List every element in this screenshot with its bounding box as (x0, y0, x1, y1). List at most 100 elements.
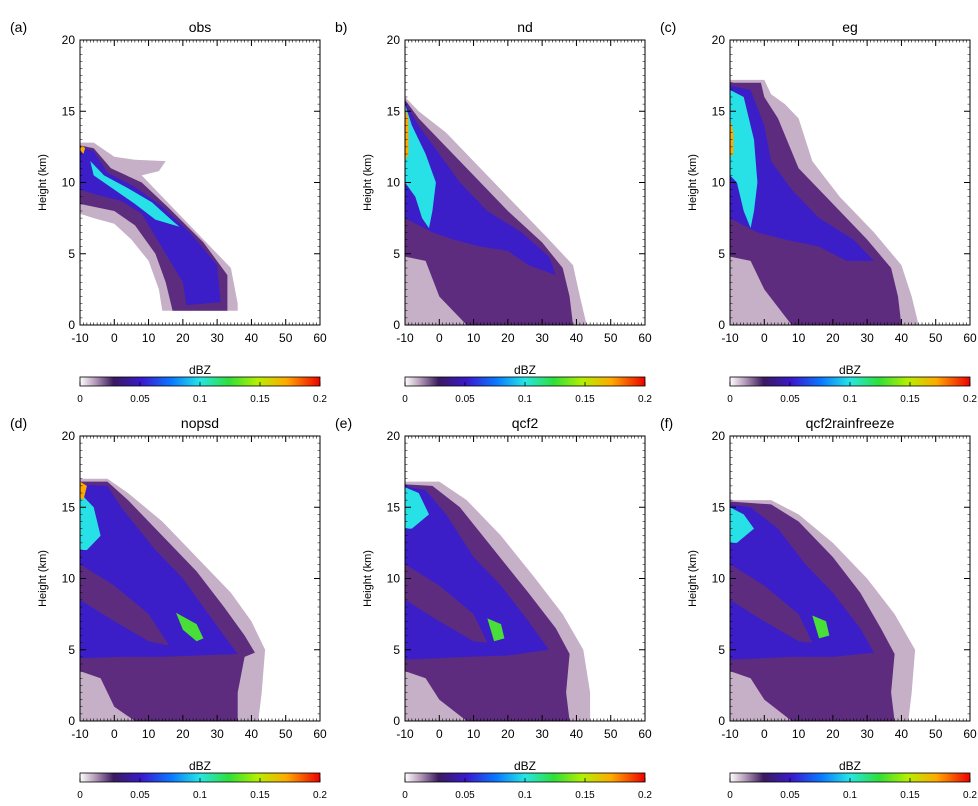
x-tick-label: 10 (142, 727, 156, 741)
colorbar-tick-label: 0.1 (843, 790, 857, 801)
x-tick-label: 60 (963, 727, 977, 741)
y-tick-label: 15 (712, 500, 726, 514)
contour-level-5 (176, 612, 204, 642)
x-tick-label: -10 (71, 331, 89, 345)
panel-label: (c) (660, 19, 676, 35)
colorbar-tick-label: 0.1 (193, 394, 207, 405)
x-tick-label: 30 (535, 331, 549, 345)
colorbar-tick-label: 0 (77, 394, 83, 405)
x-tick-label: -10 (721, 331, 739, 345)
x-tick-label: 0 (111, 331, 118, 345)
colorbar-tick-label: 0.05 (780, 790, 800, 801)
colorbar-tick-label: 0.15 (575, 790, 595, 801)
panel-title: qcf2 (512, 415, 539, 431)
y-tick-label: 10 (712, 176, 726, 190)
x-tick-label: 50 (604, 727, 618, 741)
x-tick-label: -10 (396, 331, 414, 345)
y-tick-label: 0 (393, 318, 400, 332)
contour-layer (80, 142, 238, 311)
x-tick-label: 30 (210, 331, 224, 345)
x-tick-label: 30 (860, 331, 874, 345)
y-tick-label: 15 (712, 104, 726, 118)
y-tick-label: 15 (62, 104, 76, 118)
contour-level-4 (730, 507, 754, 543)
y-axis-label: Height (km) (687, 550, 699, 607)
contour-level-6 (80, 481, 87, 501)
y-axis-label: Height (km) (37, 550, 49, 607)
x-tick-label: 60 (313, 727, 327, 741)
contour-level-5 (487, 618, 505, 642)
y-tick-label: 10 (387, 572, 401, 586)
x-tick-label: 30 (860, 727, 874, 741)
contour-level-5 (812, 615, 830, 639)
colorbar-tick-label: 0 (727, 394, 733, 405)
y-tick-label: 20 (712, 429, 726, 443)
colorbar-tick-label: 0.05 (130, 394, 150, 405)
x-tick-label: 40 (570, 331, 584, 345)
colorbar-tick-label: 0.05 (455, 394, 475, 405)
panel-title: nopsd (181, 415, 219, 431)
contour-level-3 (80, 484, 238, 659)
y-tick-label: 10 (62, 176, 76, 190)
x-tick-label: 0 (436, 727, 443, 741)
colorbar-label: dBZ (189, 759, 211, 773)
y-tick-label: 5 (393, 643, 400, 657)
colorbar-tick-label: 0.1 (193, 790, 207, 801)
x-tick-label: 40 (245, 331, 259, 345)
y-tick-label: 0 (393, 714, 400, 728)
panel-title: nd (517, 19, 533, 35)
x-tick-label: 10 (792, 331, 806, 345)
panel-title: obs (189, 19, 212, 35)
x-tick-label: 30 (535, 727, 549, 741)
y-tick-label: 15 (387, 104, 401, 118)
contour-level-5 (80, 145, 86, 154)
colorbar-tick-label: 0 (77, 790, 83, 801)
contour-layer (730, 500, 916, 721)
x-tick-label: 0 (111, 727, 118, 741)
x-tick-label: -10 (396, 727, 414, 741)
y-tick-label: 0 (68, 318, 75, 332)
colorbar-tick-label: 0.2 (313, 394, 327, 405)
x-tick-label: -10 (71, 727, 89, 741)
y-tick-label: 15 (387, 500, 401, 514)
x-tick-label: 30 (210, 727, 224, 741)
x-tick-label: 20 (826, 331, 840, 345)
x-tick-label: 50 (929, 727, 943, 741)
y-tick-label: 20 (62, 33, 76, 47)
colorbar-tick-label: 0 (727, 790, 733, 801)
y-tick-label: 0 (718, 714, 725, 728)
contour-layer (405, 97, 587, 325)
contour-level-3 (730, 85, 874, 261)
y-tick-label: 5 (718, 247, 725, 261)
x-tick-label: 20 (826, 727, 840, 741)
x-tick-label: 40 (895, 727, 909, 741)
x-tick-label: 0 (761, 331, 768, 345)
colorbar-tick-label: 0.15 (250, 394, 270, 405)
x-tick-label: 10 (792, 727, 806, 741)
contour-level-5 (730, 118, 734, 157)
x-tick-label: 60 (638, 331, 652, 345)
y-tick-label: 15 (62, 500, 76, 514)
x-tick-label: 40 (895, 331, 909, 345)
y-tick-label: 20 (712, 33, 726, 47)
y-tick-label: 0 (718, 318, 725, 332)
panel-6: -10 0 10 20 30 40 50 6005101520qcf2rainfreeze(f… (660, 415, 977, 801)
colorbar-label: dBZ (189, 363, 211, 377)
colorbar-tick-label: 0 (402, 394, 408, 405)
colorbar-tick-label: 0.15 (900, 790, 920, 801)
contour-level-2 (730, 82, 902, 325)
y-tick-label: 20 (387, 33, 401, 47)
x-tick-label: 10 (467, 331, 481, 345)
y-tick-label: 10 (712, 572, 726, 586)
colorbar-tick-label: 0.1 (518, 790, 532, 801)
panel-label: b) (335, 19, 347, 35)
colorbar-tick-label: 0.1 (843, 394, 857, 405)
y-tick-label: 20 (62, 429, 76, 443)
colorbar-tick-label: 0.15 (900, 394, 920, 405)
colorbar-tick-label: 0.05 (130, 790, 150, 801)
